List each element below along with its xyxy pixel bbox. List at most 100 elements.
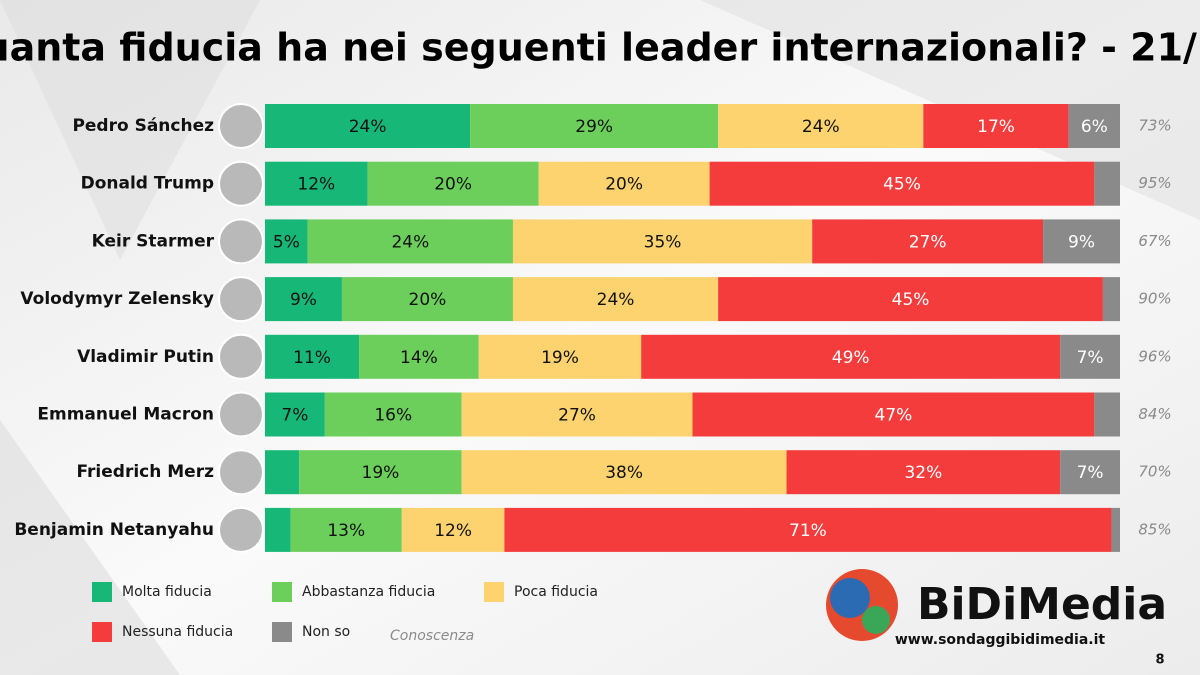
value-label: 35% [644, 232, 682, 252]
knowledge-label: 67% [1138, 232, 1171, 250]
bar-segment [401, 507, 505, 552]
knowledge-label: 84% [1138, 405, 1171, 423]
bar-segment [265, 507, 291, 552]
value-label: 7% [281, 406, 308, 426]
bar-segment [512, 277, 719, 322]
bar-segment [718, 277, 1103, 322]
logo-text: BiDiMedia [917, 579, 1167, 630]
knowledge-label: 96% [1138, 347, 1171, 365]
legend-swatch [272, 622, 292, 642]
logo-icon [830, 578, 870, 618]
bar-segment [923, 104, 1069, 148]
value-label: 24% [802, 117, 840, 137]
bar-segment [504, 507, 1112, 552]
page-number: 8 [1155, 653, 1164, 668]
bar-segment [1094, 161, 1120, 206]
knowledge-label: 85% [1138, 520, 1171, 538]
value-label: 38% [605, 463, 643, 483]
bar-segment [478, 334, 642, 379]
bar-segment [641, 334, 1061, 379]
value-label: 11% [293, 348, 331, 368]
legend-swatch [92, 622, 112, 642]
value-label: 7% [1077, 463, 1104, 483]
value-label: 29% [575, 117, 613, 137]
value-label: 9% [290, 290, 317, 310]
leader-photo [218, 218, 264, 265]
value-label: 9% [1068, 232, 1095, 252]
legend-swatch [92, 582, 112, 602]
bar-segment [1043, 219, 1120, 264]
bar-segment [709, 161, 1095, 206]
value-label: 7% [1077, 348, 1104, 368]
value-label: 27% [909, 232, 947, 252]
bar-segment [341, 277, 513, 322]
value-label: 27% [558, 406, 596, 426]
category-label: Vladimir Putin [77, 347, 214, 367]
category-label: Keir Starmer [92, 231, 215, 251]
bar-segment [512, 219, 813, 264]
bar-segment [265, 392, 325, 437]
bar-segment [1111, 507, 1120, 552]
category-label: Benjamin Netanyahu [14, 520, 214, 540]
value-label: 20% [605, 175, 643, 195]
bar-segment [1102, 277, 1120, 322]
bar-segment [359, 334, 479, 379]
bar-segment [1068, 104, 1120, 148]
value-label: 19% [541, 348, 579, 368]
value-label: 49% [832, 348, 870, 368]
category-label: Volodymyr Zelensky [20, 289, 214, 309]
bar-segment [299, 450, 462, 495]
value-label: 45% [892, 290, 930, 310]
bar-segment [461, 392, 693, 437]
value-label: 19% [362, 463, 400, 483]
value-label: 32% [904, 463, 942, 483]
bar-segment [265, 161, 368, 206]
category-label: Pedro Sánchez [72, 116, 214, 136]
bar-segment [265, 334, 360, 379]
bar-segment [718, 104, 924, 148]
value-label: 13% [327, 521, 365, 541]
legend-label: Nessuna fiducia [122, 624, 233, 640]
bar-segment [367, 161, 539, 206]
category-label: Emmanuel Macron [37, 405, 214, 425]
leader-photo [218, 276, 264, 323]
value-label: 71% [789, 521, 827, 541]
leader-photo [218, 449, 264, 496]
legend-label: Conoscenza [390, 628, 474, 644]
legend-label: Poca fiducia [514, 584, 598, 600]
legend-swatch [484, 582, 504, 602]
bar-segment [265, 104, 471, 148]
chart-title: Quanta fiducia ha nei seguenti leader in… [0, 26, 1200, 70]
logo: BiDiMedia www.sondaggibidimedia.it [826, 569, 1167, 648]
value-label: 20% [409, 290, 447, 310]
bar-segment [470, 104, 719, 148]
legend-label: Non so [302, 624, 350, 640]
bg-shape [0, 420, 180, 675]
knowledge-label: 95% [1138, 174, 1171, 192]
value-label: 17% [977, 117, 1015, 137]
value-label: 14% [400, 348, 438, 368]
leader-photo [218, 391, 264, 438]
bar-segment [1060, 334, 1120, 379]
value-label: 6% [1081, 117, 1108, 137]
bar-segment [461, 450, 787, 495]
knowledge-label: 73% [1138, 117, 1171, 135]
value-label: 12% [297, 175, 335, 195]
bar-segment [307, 219, 513, 264]
bg-shape [0, 0, 260, 260]
value-label: 45% [883, 175, 921, 195]
value-label: 12% [434, 521, 472, 541]
value-label: 24% [597, 290, 635, 310]
value-label: 16% [374, 406, 412, 426]
bar-segment [538, 161, 710, 206]
knowledge-label: 70% [1138, 463, 1171, 481]
legend-label: Molta fiducia [122, 584, 212, 600]
legend-label: Abbastanza fiducia [302, 584, 435, 600]
bar-segment [1060, 450, 1120, 495]
leader-photo [218, 506, 264, 553]
bar-segment [692, 392, 1095, 437]
bar-segment [290, 507, 402, 552]
bar-segment [265, 450, 300, 495]
value-label: 20% [434, 175, 472, 195]
